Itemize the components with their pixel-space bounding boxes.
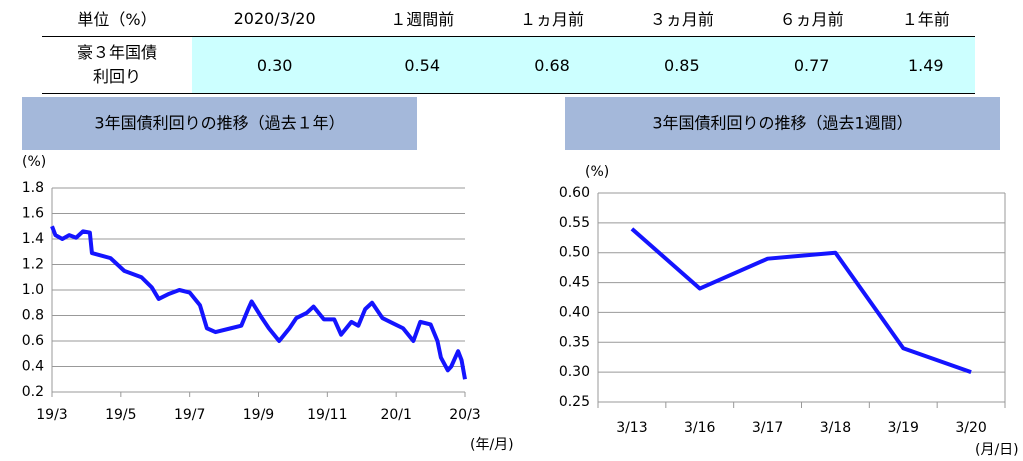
y-tick-label: 0.6 [22, 333, 44, 349]
y-tick-label: 0.40 [559, 304, 590, 320]
y-tick-label: 1.2 [22, 257, 44, 273]
x-tick-label: 20/3 [449, 407, 480, 423]
header-cell: １週間前 [357, 0, 488, 37]
y-tick-label: 0.60 [559, 185, 590, 201]
y-tick-label: 0.30 [559, 364, 590, 380]
value-cell: 0.30 [192, 36, 358, 94]
header-cell: ３ヵ月前 [616, 0, 747, 37]
header-cell: １年前 [876, 0, 975, 37]
y-tick-label: 0.45 [559, 275, 590, 291]
y-tick-label: 0.35 [559, 334, 590, 350]
data-row: 豪３年国債利回り 0.30 0.54 0.68 0.85 0.77 1.49 [42, 36, 975, 94]
row-label: 豪３年国債利回り [42, 36, 192, 94]
x-axis-unit: (月/日) [975, 442, 1019, 458]
x-axis-unit: (年/月) [470, 437, 514, 453]
x-tick-label: 3/20 [955, 420, 986, 436]
y-tick-label: 0.50 [559, 245, 590, 261]
data-line [630, 227, 972, 375]
title-box [565, 97, 1000, 150]
title-box [22, 97, 417, 150]
x-tick-label: 3/16 [684, 420, 716, 436]
header-cell: ６ヵ月前 [746, 0, 877, 37]
x-tick-label: 20/1 [380, 407, 411, 423]
y-tick-label: 0.25 [559, 394, 590, 410]
y-tick-label: 1.8 [22, 180, 44, 196]
x-tick-label: 19/5 [105, 407, 136, 423]
x-tick-label: 3/18 [820, 420, 851, 436]
y-tick-label: 0.2 [22, 384, 44, 400]
value-cell: 0.85 [616, 36, 747, 94]
value-cell: 0.68 [487, 36, 617, 94]
header-cell: １ヵ月前 [487, 0, 617, 37]
y-tick-label: 0.55 [559, 215, 590, 231]
header-row: 単位（%） 2020/3/20 １週間前 １ヵ月前 ３ヵ月前 ６ヵ月前 １年前 [42, 0, 975, 37]
y-tick-label: 0.8 [22, 308, 44, 324]
x-tick-label: 19/11 [307, 407, 347, 423]
header-cell: 2020/3/20 [192, 0, 358, 37]
yield-table: 単位（%） 2020/3/20 １週間前 １ヵ月前 ３ヵ月前 ６ヵ月前 １年前 豪３年国債利… [42, 0, 975, 94]
data-line [50, 225, 467, 380]
y-axis-unit: (%) [585, 164, 609, 180]
x-tick-label: 3/13 [616, 420, 647, 436]
header-cell: 単位（%） [42, 0, 192, 37]
x-tick-label: 3/19 [888, 420, 919, 436]
x-tick-label: 19/9 [243, 407, 274, 423]
row-label-text: 豪３年国債利回り [76, 43, 157, 86]
chart-title: 3年国債利回りの推移（過去1週間） [652, 114, 912, 133]
value-cell: 1.49 [876, 36, 975, 94]
x-tick-label: 3/17 [752, 420, 783, 436]
chart-title: 3年国債利回りの推移（過去１年） [94, 114, 344, 133]
y-tick-label: 0.4 [22, 359, 44, 375]
y-axis-unit: (%) [22, 154, 46, 170]
y-tick-label: 1.6 [22, 206, 44, 222]
x-tick-label: 19/7 [174, 407, 205, 423]
value-cell: 0.77 [746, 36, 877, 94]
x-tick-label: 19/3 [36, 407, 67, 423]
y-tick-label: 1.0 [22, 282, 44, 298]
value-cell: 0.54 [357, 36, 488, 94]
y-tick-label: 1.4 [22, 231, 44, 247]
